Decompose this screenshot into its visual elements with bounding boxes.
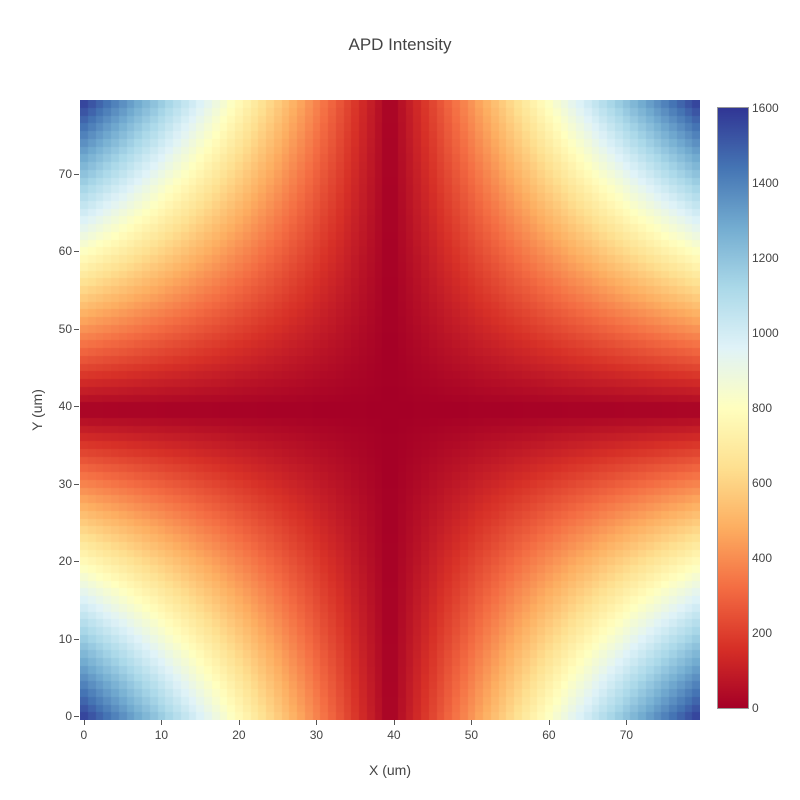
y-tick-mark [74,483,79,485]
colorbar-tick-label: 1200 [752,251,779,265]
x-tick-label: 60 [542,728,556,742]
y-tick-mark [74,251,79,253]
y-tick-mark [74,328,79,330]
x-tick-label: 30 [309,728,324,742]
y-tick-mark [74,716,79,718]
x-tick-mark [393,720,395,725]
colorbar-tick-label: 400 [752,551,773,565]
x-tick-label: 20 [232,728,246,742]
colorbar [717,107,749,709]
colorbar-tick-label: 0 [752,701,759,715]
x-tick-mark [471,720,473,725]
x-tick-mark [316,720,318,725]
heatmap-plot[interactable] [80,100,700,720]
x-tick-label: 50 [464,728,479,742]
y-tick-label: 30 [58,476,72,491]
x-tick-label: 70 [619,728,634,742]
x-tick-mark [83,720,85,725]
colorbar-tick-label: 1600 [752,101,779,115]
colorbar-tick-label: 600 [752,476,773,490]
y-tick-label: 70 [58,166,72,181]
x-tick-label: 0 [80,728,88,742]
x-tick-label: 40 [387,728,401,742]
y-tick-label: 20 [58,554,72,569]
colorbar-tick-label: 200 [752,626,773,640]
y-tick-mark [74,638,79,640]
y-tick-label: 0 [65,709,72,724]
x-tick-mark [238,720,240,725]
x-tick-mark [626,720,628,725]
x-tick-mark [161,720,163,725]
colorbar-tick-label: 800 [752,401,773,415]
y-tick-label: 50 [58,321,72,336]
y-tick-mark [74,406,79,408]
x-tick-label: 10 [154,728,169,742]
y-tick-label: 10 [58,631,72,646]
y-tick-label: 60 [58,244,72,259]
x-tick-mark [548,720,550,725]
y-tick-mark [74,561,79,563]
y-axis-title: Y (um) [29,389,45,431]
chart-title: APD Intensity [348,35,452,54]
y-tick-mark [74,173,79,175]
x-axis-title: X (um) [369,762,411,778]
colorbar-tick-label: 1000 [752,326,779,340]
y-tick-label: 40 [58,399,72,414]
colorbar-tick-label: 1400 [752,176,779,190]
